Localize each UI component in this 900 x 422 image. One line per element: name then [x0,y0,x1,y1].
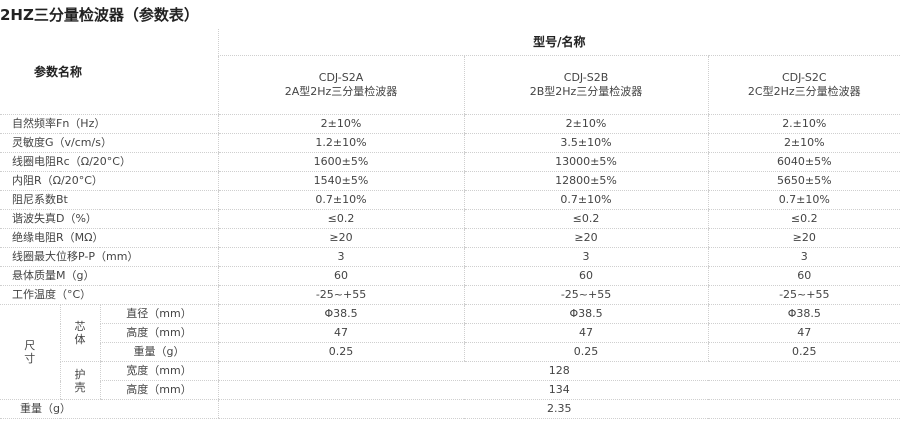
model-code: CDJ-S2A [318,71,364,84]
value-cell: 1540±5% [217,171,465,191]
table-row: 绝缘电阻R（MΩ） ≥20 ≥20 ≥20 [0,228,900,248]
model-name: 2B型2Hz三分量检波器 [529,85,643,98]
value-cell: 0.25 [707,342,900,362]
model-header-a: CDJ-S2A 2A型2Hz三分量检波器 [217,55,465,115]
core-group-label: 芯 体 [59,304,100,362]
value-cell: Φ38.5 [463,304,709,324]
value-cell: ≥20 [707,228,900,248]
table-row: 重量（g） 2.35 [0,399,900,419]
value-cell: 0.25 [217,342,465,362]
row-label: 工作温度（°C） [0,285,219,305]
parameter-table: 参数名称 型号/名称 CDJ-S2A 2A型2Hz三分量检波器 CDJ-S2B 2B… [0,29,900,419]
value-cell: 3 [217,247,465,267]
table-row: 自然频率Fn（Hz） 2±10% 2±10% 2.±10% [0,114,900,134]
row-label: 直径（mm） [99,304,219,324]
table-row: 线圈最大位移P-P（mm） 3 3 3 [0,247,900,267]
model-group-header: 型号/名称 [217,29,900,56]
value-cell: 47 [707,323,900,343]
value-cell: 3.5±10% [463,133,709,153]
value-cell: 5650±5% [707,171,900,191]
row-label: 阻尼系数Bt [0,190,219,210]
row-label: 线圈电阻Rc（Ω/20°C） [0,152,219,172]
row-label: 重量（g） [99,342,219,362]
value-cell: 60 [217,266,465,286]
shell-group-label: 护 壳 [59,361,100,400]
value-cell: ≥20 [463,228,709,248]
row-label: 线圈最大位移P-P（mm） [0,247,219,267]
value-cell: 128 [217,361,900,381]
value-cell: 0.7±10% [463,190,709,210]
table-row: 悬体质量M（g） 60 60 60 [0,266,900,286]
value-cell: 2±10% [707,133,900,153]
shell-label: 护 壳 [74,367,86,394]
model-code: CDJ-S2C [781,71,827,84]
value-cell: 47 [463,323,709,343]
model-name: 2A型2Hz三分量检波器 [284,85,398,98]
value-cell: -25~+55 [707,285,900,305]
model-header-c: CDJ-S2C 2C型2Hz三分量检波器 [707,55,900,115]
value-cell: 12800±5% [463,171,709,191]
value-cell: -25~+55 [217,285,465,305]
size-group-label: 尺 寸 [0,304,60,400]
row-label: 高度（mm） [99,380,219,400]
value-cell: 1.2±10% [217,133,465,153]
value-cell: Φ38.5 [217,304,465,324]
value-cell: 2±10% [217,114,465,134]
value-cell: ≤0.2 [707,209,900,229]
row-label: 绝缘电阻R（MΩ） [0,228,219,248]
model-header-b: CDJ-S2B 2B型2Hz三分量检波器 [463,55,709,115]
model-code: CDJ-S2B [563,71,609,84]
value-cell: 60 [707,266,900,286]
value-cell: -25~+55 [463,285,709,305]
row-label: 重量（g） [0,399,219,419]
value-cell: 2.±10% [707,114,900,134]
page-title: 2HZ三分量检波器（参数表） [0,6,199,24]
value-cell: 2.35 [217,399,900,419]
table-row: 尺 寸 芯 体 直径（mm） Φ38.5 Φ38.5 Φ38.5 [0,304,900,400]
table-row: 内阻R（Ω/20°C） 1540±5% 12800±5% 5650±5% [0,171,900,191]
header-row-models: CDJ-S2A 2A型2Hz三分量检波器 CDJ-S2B 2B型2Hz三分量检波器 … [0,55,900,115]
value-cell: 0.25 [463,342,709,362]
value-cell: Φ38.5 [707,304,900,324]
value-cell: 13000±5% [463,152,709,172]
value-cell: ≤0.2 [463,209,709,229]
value-cell: ≥20 [217,228,465,248]
value-cell: 1600±5% [217,152,465,172]
value-cell: ≤0.2 [217,209,465,229]
value-cell: 2±10% [463,114,709,134]
table-row: 高度（mm） 47 47 47 [0,323,900,343]
value-cell: 134 [217,380,900,400]
value-cell: 60 [463,266,709,286]
table-row: 谐波失真D（%） ≤0.2 ≤0.2 ≤0.2 [0,209,900,229]
table-row: 重量（g） 0.25 0.25 0.25 [0,342,900,362]
value-cell: 6040±5% [707,152,900,172]
header-row-group: 参数名称 型号/名称 [0,29,900,115]
param-name-header: 参数名称 [0,29,219,115]
row-label: 谐波失真D（%） [0,209,219,229]
row-label: 灵敏度G（v/cm/s） [0,133,219,153]
table-row: 护 壳 宽度（mm） 128 [0,361,900,400]
table-row: 灵敏度G（v/cm/s） 1.2±10% 3.5±10% 2±10% [0,133,900,153]
row-label: 自然频率Fn（Hz） [0,114,219,134]
table-row: 阻尼系数Bt 0.7±10% 0.7±10% 0.7±10% [0,190,900,210]
value-cell: 0.7±10% [707,190,900,210]
value-cell: 3 [463,247,709,267]
core-label: 芯 体 [74,320,86,346]
row-label: 高度（mm） [99,323,219,343]
table-row: 工作温度（°C） -25~+55 -25~+55 -25~+55 [0,285,900,305]
row-label: 内阻R（Ω/20°C） [0,171,219,191]
table-row: 高度（mm） 134 [0,380,900,400]
row-label: 悬体质量M（g） [0,266,219,286]
model-name: 2C型2Hz三分量检波器 [747,85,861,98]
value-cell: 47 [217,323,465,343]
value-cell: 3 [707,247,900,267]
table-row: 线圈电阻Rc（Ω/20°C） 1600±5% 13000±5% 6040±5% [0,152,900,172]
size-label: 尺 寸 [24,339,36,365]
value-cell: 0.7±10% [217,190,465,210]
row-label: 宽度（mm） [99,361,219,381]
